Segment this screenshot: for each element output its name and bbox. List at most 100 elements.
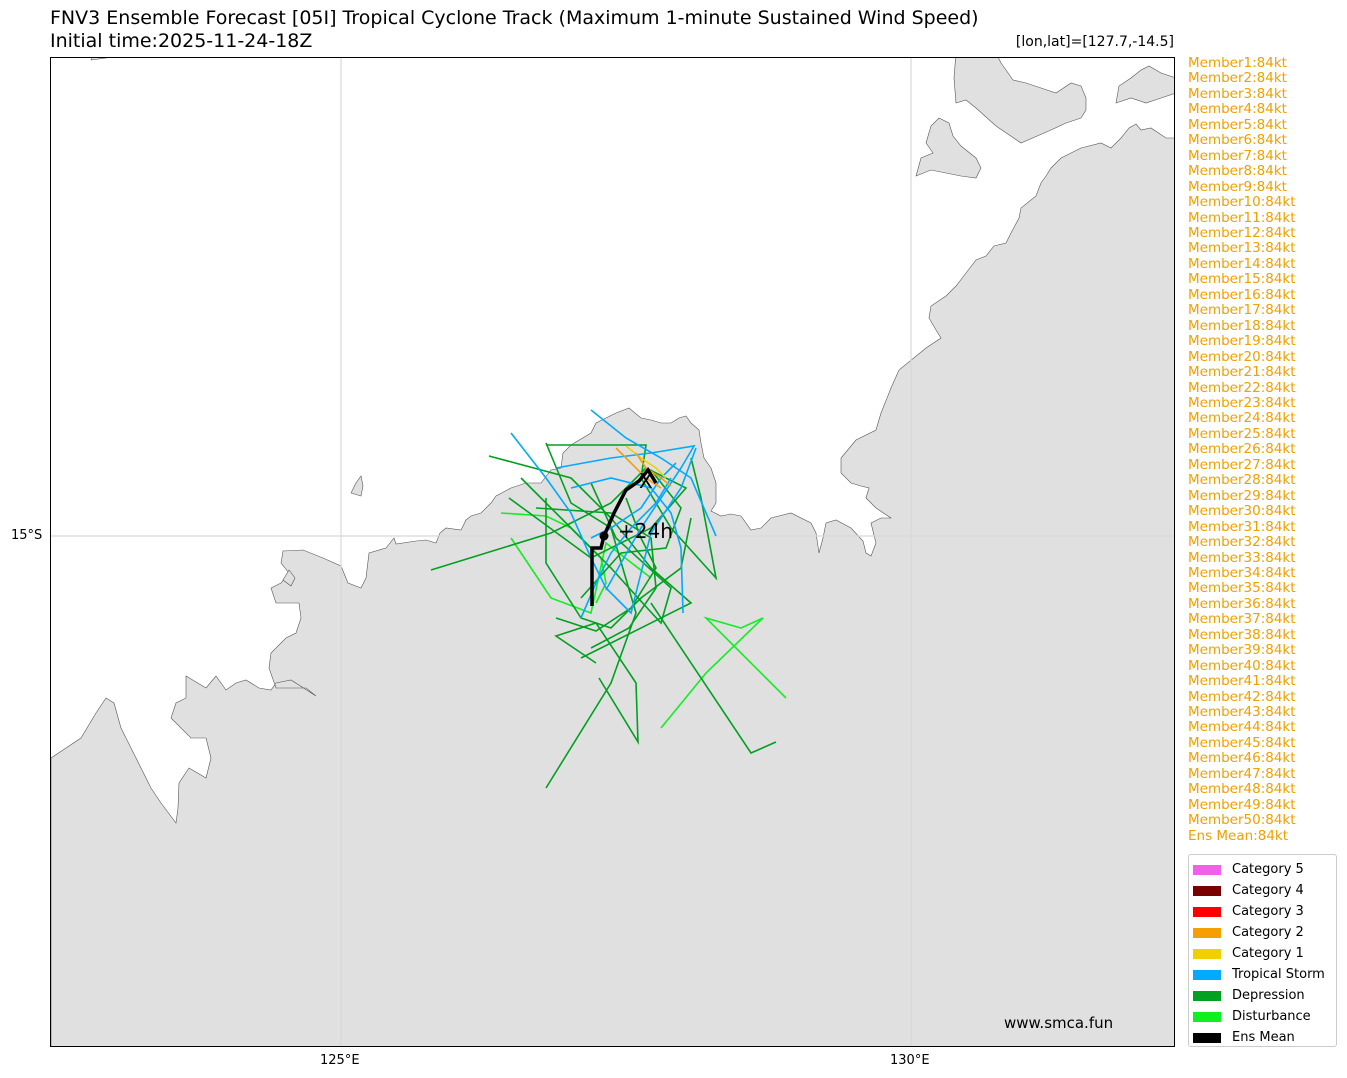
member-entry: Member13:84kt: [1188, 240, 1296, 257]
track-disturbance: [510, 537, 652, 615]
member-entry: Member14:84kt: [1188, 255, 1296, 272]
member-entry: Member42:84kt: [1188, 688, 1296, 705]
member-entry: Member4:84kt: [1188, 101, 1287, 118]
ensemble-mean-track: +24h X: [590, 466, 673, 606]
map-panel: +24h X: [50, 57, 1175, 1047]
small-island-a: [350, 475, 364, 497]
track-disturbance: [660, 616, 787, 729]
ens-mean-line: [590, 466, 658, 606]
member-entry: Member11:84kt: [1188, 209, 1296, 226]
member-entry: Member7:84kt: [1188, 147, 1287, 164]
track-tropical-storm: [590, 409, 717, 537]
website-credit: www.smca.fun: [1004, 1014, 1114, 1032]
member-entry: Member29:84kt: [1188, 487, 1296, 504]
legend-item: Category 5: [1193, 859, 1336, 880]
melville-island: [953, 58, 1087, 144]
member-entry: Member26:84kt: [1188, 441, 1296, 458]
track-depression: [545, 442, 637, 789]
member-entry: Member41:84kt: [1188, 673, 1296, 690]
track-depression: [430, 467, 647, 571]
member-entry: Member36:84kt: [1188, 595, 1296, 612]
member-intensity-list: Member1:84kt Member2:84kt Member3:84kt Memb…: [1188, 55, 1296, 844]
legend: Category 5 Category 4 Category 3 Category 2…: [1188, 854, 1337, 1047]
legend-swatch: [1193, 864, 1221, 875]
bathurst-island: [915, 117, 982, 179]
member-entry: Ens Mean:84kt: [1188, 827, 1289, 844]
mainland-australia: [51, 123, 1174, 1046]
member-entry: Member47:84kt: [1188, 765, 1296, 782]
track-category-1: [625, 445, 667, 479]
legend-label: Tropical Storm: [1232, 967, 1325, 982]
legend-label: Category 3: [1232, 904, 1304, 919]
legend-item: Category 3: [1193, 901, 1336, 922]
member-entry: Member23:84kt: [1188, 394, 1296, 411]
legend-label: Category 4: [1232, 883, 1304, 898]
landmass: [51, 58, 1174, 1046]
chart-title: FNV3 Ensemble Forecast [05I] Tropical Cy…: [50, 7, 979, 29]
track-depression: [488, 455, 693, 659]
member-entry: Member10:84kt: [1188, 194, 1296, 211]
track-depression: [580, 469, 682, 599]
legend-swatch: [1193, 885, 1221, 896]
track-tropical-storm: [570, 477, 684, 614]
member-entry: Member2:84kt: [1188, 70, 1287, 87]
storm-end-marker: X: [639, 469, 653, 493]
member-entry: Member28:84kt: [1188, 472, 1296, 489]
legend-swatch: [1193, 969, 1221, 980]
track-depression: [554, 622, 639, 746]
track-category-2: [615, 447, 662, 489]
member-entry: Member27:84kt: [1188, 456, 1296, 473]
track-map: +24h X: [51, 58, 1174, 1046]
legend-swatch: [1193, 906, 1221, 917]
member-entry: Member22:84kt: [1188, 379, 1296, 396]
member-entry: Member20:84kt: [1188, 348, 1296, 365]
member-entry: Member25:84kt: [1188, 425, 1296, 442]
track-category-2: [635, 452, 672, 487]
member-entry: Member31:84kt: [1188, 518, 1296, 535]
member-entry: Member48:84kt: [1188, 781, 1296, 798]
member-entry: Member17:84kt: [1188, 302, 1296, 319]
legend-swatch: [1193, 927, 1221, 938]
member-entry: Member8:84kt: [1188, 163, 1287, 180]
initial-time: Initial time:2025-11-24-18Z: [50, 30, 313, 52]
member-entry: Member39:84kt: [1188, 642, 1296, 659]
member-entry: Member50:84kt: [1188, 812, 1296, 829]
member-entry: Member45:84kt: [1188, 734, 1296, 751]
time-annotation: +24h: [618, 519, 673, 543]
track-depression: [520, 477, 672, 625]
legend-swatch: [1193, 990, 1221, 1001]
member-entry: Member18:84kt: [1188, 317, 1296, 334]
member-entry: Member1:84kt: [1188, 55, 1287, 71]
lat-label-15s: 15°S: [11, 528, 43, 543]
member-entry: Member37:84kt: [1188, 611, 1296, 628]
legend-label: Ens Mean: [1232, 1030, 1295, 1045]
member-entry: Member9:84kt: [1188, 178, 1287, 195]
member-entry: Member15:84kt: [1188, 271, 1296, 288]
legend-item: Depression: [1193, 985, 1336, 1006]
cobourg-island: [1115, 65, 1174, 104]
member-entry: Member46:84kt: [1188, 750, 1296, 767]
lon-label-130e: 130°E: [890, 1053, 930, 1068]
member-entry: Member21:84kt: [1188, 364, 1296, 381]
member-entry: Member5:84kt: [1188, 116, 1287, 133]
small-island-b: [282, 569, 296, 587]
member-entry: Member33:84kt: [1188, 549, 1296, 566]
member-entry: Member32:84kt: [1188, 534, 1296, 551]
lon-label-125e: 125°E: [320, 1053, 360, 1068]
legend-label: Category 1: [1232, 946, 1304, 961]
legend-swatch: [1193, 948, 1221, 959]
member-entry: Member16:84kt: [1188, 286, 1296, 303]
legend-item: Disturbance: [1193, 1006, 1336, 1027]
track-tropical-storm: [510, 432, 697, 615]
legend-item: Category 4: [1193, 880, 1336, 901]
member-entry: Member19:84kt: [1188, 333, 1296, 350]
member-entry: Member24:84kt: [1188, 410, 1296, 427]
north-islet: [90, 58, 108, 61]
legend-label: Category 5: [1232, 862, 1304, 877]
member-entry: Member35:84kt: [1188, 580, 1296, 597]
member-entry: Member43:84kt: [1188, 704, 1296, 721]
legend-item: Category 1: [1193, 943, 1336, 964]
member-entry: Member40:84kt: [1188, 657, 1296, 674]
legend-item: Category 2: [1193, 922, 1336, 943]
member-entry: Member49:84kt: [1188, 796, 1296, 813]
